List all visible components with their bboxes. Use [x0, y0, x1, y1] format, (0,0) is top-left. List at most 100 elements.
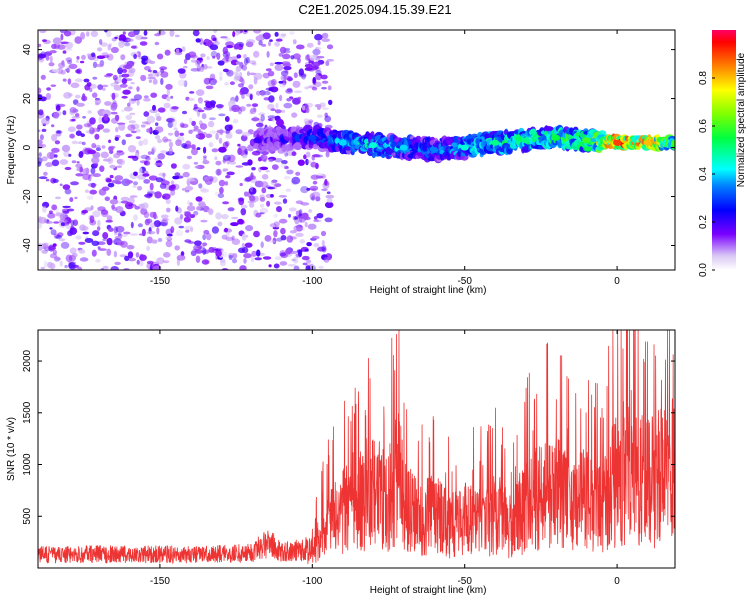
- noise-speckle: [261, 174, 269, 180]
- noise-speckle: [291, 151, 297, 156]
- noise-speckle: [108, 139, 112, 144]
- noise-speckle: [52, 249, 58, 255]
- noise-speckle: [134, 206, 140, 210]
- noise-speckle: [173, 127, 178, 131]
- noise-speckle: [91, 249, 97, 257]
- noise-speckle: [207, 120, 215, 128]
- noise-speckle: [126, 38, 134, 42]
- noise-speckle: [237, 218, 244, 225]
- noise-speckle: [297, 159, 305, 166]
- noise-speckle: [61, 144, 71, 152]
- noise-speckle: [125, 114, 133, 120]
- noise-speckle: [265, 170, 270, 173]
- noise-speckle: [143, 95, 149, 99]
- noise-speckle: [236, 54, 242, 59]
- y-tick-label: -40: [22, 238, 33, 253]
- noise-speckle: [183, 80, 188, 88]
- noise-speckle: [248, 84, 254, 90]
- noise-speckle: [280, 235, 287, 241]
- noise-speckle: [231, 104, 241, 113]
- noise-speckle: [198, 99, 203, 105]
- noise-speckle: [109, 164, 116, 169]
- noise-speckle: [281, 160, 288, 165]
- noise-speckle: [211, 34, 216, 42]
- noise-speckle: [215, 212, 222, 220]
- noise-speckle: [247, 200, 256, 204]
- noise-speckle: [199, 201, 206, 207]
- ridge-point: [430, 147, 439, 153]
- noise-speckle: [284, 165, 289, 169]
- noise-speckle: [124, 202, 134, 210]
- noise-speckle: [74, 36, 82, 44]
- noise-speckle: [278, 195, 287, 198]
- noise-speckle: [51, 43, 57, 50]
- noise-speckle: [232, 258, 237, 264]
- noise-speckle: [218, 146, 227, 153]
- noise-speckle: [266, 200, 271, 207]
- noise-speckle: [51, 134, 58, 142]
- noise-speckle: [165, 228, 173, 236]
- noise-speckle: [214, 156, 218, 161]
- noise-speckle: [271, 164, 279, 171]
- noise-speckle: [161, 218, 169, 221]
- noise-speckle: [69, 247, 77, 255]
- noise-speckle: [310, 161, 317, 168]
- noise-speckle: [143, 160, 151, 166]
- noise-speckle: [252, 107, 257, 113]
- noise-speckle: [128, 97, 137, 104]
- noise-speckle: [59, 260, 63, 267]
- noise-speckle: [38, 222, 43, 229]
- noise-speckle: [45, 178, 50, 182]
- noise-speckle: [316, 47, 322, 50]
- ridge-point: [613, 139, 622, 146]
- noise-speckle: [273, 214, 278, 218]
- noise-speckle: [321, 245, 327, 253]
- x-tick-label: 0: [614, 276, 620, 287]
- noise-speckle: [55, 207, 59, 214]
- noise-speckle: [274, 61, 284, 65]
- noise-speckle: [45, 162, 53, 168]
- noise-speckle: [176, 254, 186, 261]
- noise-speckle: [92, 61, 98, 68]
- noise-speckle: [325, 60, 330, 66]
- noise-speckle: [320, 74, 328, 80]
- noise-speckle: [251, 150, 261, 156]
- noise-speckle: [221, 57, 231, 63]
- noise-speckle: [91, 143, 97, 149]
- noise-speckle: [196, 147, 201, 151]
- noise-speckle: [97, 246, 101, 250]
- noise-speckle: [137, 223, 143, 228]
- noise-speckle: [163, 260, 170, 264]
- noise-speckle: [166, 96, 171, 102]
- noise-speckle: [135, 128, 141, 133]
- noise-speckle: [76, 102, 85, 107]
- noise-speckle: [45, 55, 50, 61]
- noise-speckle: [146, 128, 152, 133]
- noise-speckle: [92, 76, 98, 80]
- noise-speckle: [222, 68, 229, 73]
- noise-speckle: [209, 130, 217, 135]
- noise-speckle: [191, 148, 198, 156]
- noise-speckle: [38, 139, 43, 145]
- noise-speckle: [297, 249, 303, 257]
- noise-speckle: [174, 34, 180, 38]
- noise-speckle: [235, 65, 242, 72]
- noise-speckle: [48, 210, 53, 214]
- noise-speckle: [62, 110, 67, 116]
- noise-speckle: [143, 111, 150, 117]
- noise-speckle: [188, 51, 197, 58]
- y-tick-label: 20: [22, 93, 33, 105]
- noise-speckle: [102, 232, 109, 240]
- noise-speckle: [146, 236, 153, 244]
- noise-speckle: [259, 197, 266, 202]
- noise-speckle: [211, 148, 219, 153]
- ridge-cell: [485, 133, 493, 139]
- noise-speckle: [104, 74, 112, 78]
- noise-speckle: [295, 200, 304, 204]
- noise-speckle: [258, 112, 266, 116]
- noise-speckle: [198, 183, 203, 189]
- noise-speckle: [86, 53, 92, 57]
- noise-speckle: [127, 124, 136, 132]
- noise-speckle: [166, 89, 171, 96]
- noise-speckle: [129, 195, 138, 198]
